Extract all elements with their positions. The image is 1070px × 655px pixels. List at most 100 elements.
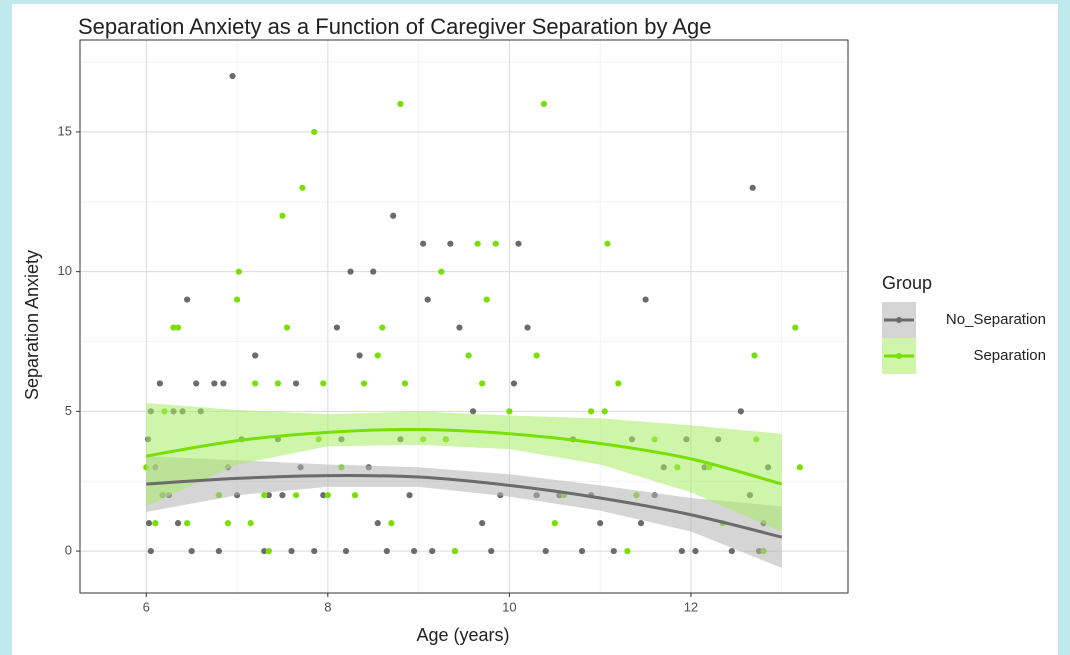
point xyxy=(147,547,154,555)
point xyxy=(492,240,499,247)
point xyxy=(292,380,300,387)
confidence-band xyxy=(146,456,782,568)
point xyxy=(737,408,744,415)
point xyxy=(424,296,431,303)
x-tick-label: 10 xyxy=(502,599,516,614)
point xyxy=(261,547,268,555)
point xyxy=(506,408,513,415)
point xyxy=(692,547,699,555)
point xyxy=(247,520,254,527)
point xyxy=(279,212,286,219)
point xyxy=(233,296,241,303)
point xyxy=(420,240,427,247)
point xyxy=(510,380,518,387)
point xyxy=(351,492,359,499)
point xyxy=(383,547,390,555)
point xyxy=(379,324,386,331)
point xyxy=(728,547,735,555)
point xyxy=(374,520,381,527)
point xyxy=(792,324,799,331)
point xyxy=(451,547,459,555)
point xyxy=(479,380,486,387)
y-tick-label: 10 xyxy=(58,263,72,278)
point xyxy=(465,352,472,359)
point xyxy=(229,72,236,80)
legend-label: Separation xyxy=(973,347,1046,364)
chart-title: Separation Anxiety as a Function of Care… xyxy=(78,14,712,39)
point xyxy=(624,547,631,555)
point xyxy=(261,492,268,499)
fit-line xyxy=(146,428,783,486)
point xyxy=(252,380,259,387)
point xyxy=(356,352,363,359)
point xyxy=(361,380,368,387)
point xyxy=(469,408,477,415)
point xyxy=(642,296,649,303)
point xyxy=(438,268,445,275)
point xyxy=(397,100,404,108)
legend-label: No_Separation xyxy=(946,311,1046,328)
legend-title: Group xyxy=(882,273,932,293)
point xyxy=(678,547,685,555)
point xyxy=(587,408,595,415)
point xyxy=(279,492,286,499)
x-tick-label: 12 xyxy=(684,599,698,614)
point xyxy=(410,547,418,555)
point xyxy=(299,184,306,191)
point xyxy=(390,212,397,219)
point xyxy=(483,296,490,303)
point xyxy=(320,492,327,499)
y-axis-title: Separation Anxiety xyxy=(22,250,42,400)
point xyxy=(796,464,803,471)
panel-border xyxy=(79,39,849,594)
y-tick-label: 15 xyxy=(58,123,72,138)
point xyxy=(601,408,608,415)
point xyxy=(515,240,522,247)
point xyxy=(751,352,758,359)
point xyxy=(333,324,341,331)
y-tick-label: 0 xyxy=(65,543,72,558)
point xyxy=(170,324,177,331)
point xyxy=(542,547,549,555)
point xyxy=(174,520,182,527)
point xyxy=(401,380,409,387)
point xyxy=(184,296,191,303)
point xyxy=(288,547,295,555)
point xyxy=(324,492,331,499)
point xyxy=(533,352,540,359)
plot-area xyxy=(143,72,803,568)
x-tick-label: 6 xyxy=(143,599,150,614)
point xyxy=(252,352,259,359)
point xyxy=(447,240,454,247)
point xyxy=(145,520,153,527)
point xyxy=(311,547,318,555)
point xyxy=(193,380,200,387)
x-tick-label: 8 xyxy=(324,599,331,614)
point xyxy=(347,268,354,275)
point xyxy=(235,268,242,275)
point xyxy=(370,268,377,275)
legend-key-point xyxy=(896,317,902,323)
point xyxy=(610,547,617,555)
point xyxy=(215,547,222,555)
point xyxy=(311,128,318,136)
point xyxy=(540,100,547,108)
point xyxy=(174,324,182,331)
point xyxy=(615,380,622,387)
point xyxy=(479,520,486,527)
point xyxy=(184,520,191,527)
point xyxy=(524,324,531,331)
point xyxy=(578,547,586,555)
point xyxy=(488,547,495,555)
point xyxy=(156,380,163,387)
point xyxy=(474,240,481,247)
point xyxy=(274,380,282,387)
point xyxy=(292,492,300,499)
point xyxy=(429,547,436,555)
point xyxy=(224,520,232,527)
point xyxy=(637,520,645,527)
point xyxy=(597,520,604,527)
point xyxy=(749,184,756,191)
x-axis-title: Age (years) xyxy=(416,625,509,645)
